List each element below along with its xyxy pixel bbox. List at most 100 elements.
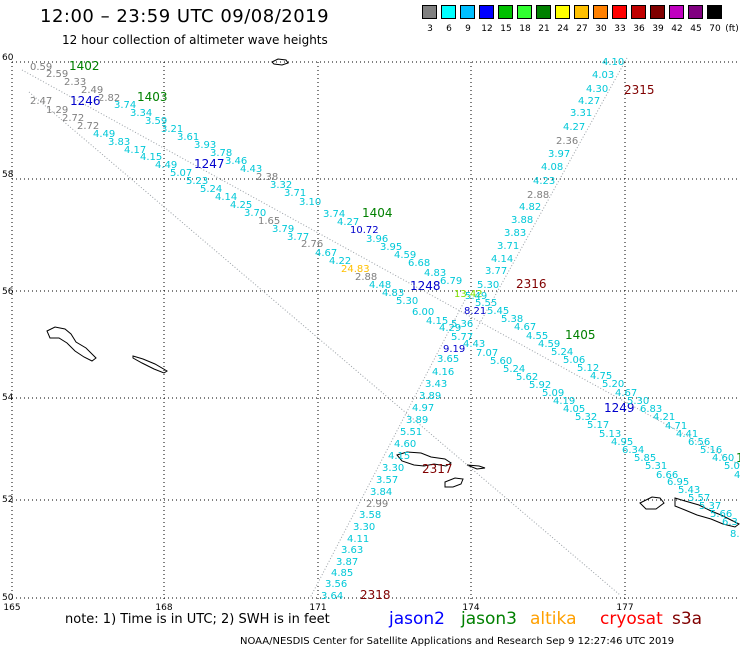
legend-label: 70 [709, 24, 721, 34]
legend-swatch [498, 5, 513, 19]
wave-height-label: 3.79 [272, 224, 294, 235]
wave-height-label: 7.07 [476, 348, 498, 359]
lon-tick-label: 165 [3, 603, 20, 613]
wave-height-label: 3.96 [366, 234, 388, 245]
wave-height-label: 5.30 [477, 280, 499, 291]
wave-height-label: 3.83 [504, 228, 526, 239]
wave-height-label: 6.79 [440, 276, 462, 287]
wave-height-label: 2.88 [527, 190, 549, 201]
wave-height-label: 4.15 [388, 451, 410, 462]
wave-height-label: 2.88 [355, 272, 377, 283]
wave-height-label: 4.67 [615, 388, 637, 399]
wave-height-label: 4.59 [538, 339, 560, 350]
wave-height-label: 4.29 [439, 323, 461, 334]
lat-tick-label: 50 [2, 593, 14, 603]
wave-height-label: 4.83 [382, 288, 404, 299]
legend-label: 21 [538, 24, 550, 34]
legend-label: 15 [500, 24, 512, 34]
wave-height-label: 4.14 [215, 192, 237, 203]
wave-height-label: 4.15 [140, 152, 162, 163]
wave-height-label: 3.83 [108, 137, 130, 148]
legend-swatch [460, 5, 475, 19]
legend-swatch [688, 5, 703, 19]
wave-height-label: 13.42 [454, 289, 483, 300]
wave-height-label: 3.70 [244, 208, 266, 219]
wave-height-label: 3.59 [145, 116, 167, 127]
legend-label: 42 [671, 24, 683, 34]
wave-height-label: 4.15 [426, 316, 448, 327]
footnote: note: 1) Time is in UTC; 2) SWH is in fe… [65, 612, 330, 627]
wave-height-label: 3.71 [497, 241, 519, 252]
wave-height-label: 5.31 [645, 461, 667, 472]
wave-height-label: 1.65 [258, 216, 280, 227]
wave-height-label: 4.83 [424, 268, 446, 279]
pass-time-label: 2317 [422, 462, 453, 476]
wave-height-label: 9.19 [443, 344, 465, 355]
wave-height-label: 5.32 [575, 412, 597, 423]
wave-height-label: 4.10 [602, 57, 624, 68]
legend-label: 12 [481, 24, 493, 34]
pass-time-label: 1247 [194, 157, 225, 171]
lat-tick-label: 56 [2, 287, 14, 297]
legend-label: 3 [427, 24, 433, 34]
wave-height-label: 4.21 [653, 412, 675, 423]
wave-height-label: 4.27 [578, 96, 600, 107]
track-line [309, 299, 466, 599]
legend-swatch [441, 5, 456, 19]
pass-time-label: 1404 [362, 206, 393, 220]
wave-height-label: 5.92 [529, 380, 551, 391]
wave-height-label: 5.20 [602, 379, 624, 390]
lat-tick-label: 58 [2, 170, 14, 180]
wave-height-label: 5.23 [186, 176, 208, 187]
wave-height-label: 4.82 [519, 202, 541, 213]
legend-label: 24 [557, 24, 569, 34]
wave-height-label: 10.72 [350, 225, 379, 236]
wave-height-label: 3.77 [287, 232, 309, 243]
wave-height-label: 3.65 [437, 354, 459, 365]
coastlines [46, 58, 740, 528]
wave-height-label: 4.59 [394, 250, 416, 261]
legend-swatch [669, 5, 684, 19]
legend-swatch [555, 5, 570, 19]
wave-height-label: 4.60 [712, 453, 734, 464]
satellite-name: cryosat [600, 609, 663, 629]
satellite-name: jason3 [461, 609, 517, 629]
wave-height-label: 4.97 [412, 403, 434, 414]
legend-swatch [479, 5, 494, 19]
wave-height-label: 3.56 [325, 579, 347, 590]
lon-tick-label: 177 [616, 603, 633, 613]
lon-tick-label: 171 [309, 603, 326, 613]
wave-height-label: 2.59 [46, 69, 68, 80]
legend-swatch [631, 5, 646, 19]
legend-label: 45 [690, 24, 702, 34]
wave-height-label: 5.24 [200, 184, 222, 195]
wave-height-label: 5.55 [475, 298, 497, 309]
wave-height-label: 4.03 [592, 70, 614, 81]
wave-height-label: 4.41 [676, 429, 698, 440]
legend-swatch [612, 5, 627, 19]
wave-height-label: 4.16 [432, 367, 454, 378]
wave-height-label: 5.77 [451, 332, 473, 343]
map-title: 12:00 – 23:59 UTC 09/08/2019 [40, 6, 330, 27]
axis-labels: 165 168 171 174 177 60 58 56 54 52 50 [2, 53, 634, 613]
wave-height-label: 6.34 [622, 445, 644, 456]
wave-height-label: 3.93 [194, 140, 216, 151]
wave-height-label: 5.45 [487, 306, 509, 317]
island-st-matthew [46, 326, 97, 362]
wave-height-label: 8.21 [464, 306, 486, 317]
wave-height-label: 4.11 [347, 534, 369, 545]
wave-height-label: 4.08 [541, 162, 563, 173]
legend-label: 6 [446, 24, 452, 34]
wave-height-label: 3.89 [406, 415, 428, 426]
wave-height-label: 3.63 [341, 545, 363, 556]
satellite-name: jason2 [389, 609, 445, 629]
island-st-paul [271, 58, 289, 66]
wave-height-label: 3.10 [299, 197, 321, 208]
wave-height-label: 5.12 [577, 363, 599, 374]
legend-swatch [517, 5, 532, 19]
lat-tick-label: 52 [2, 495, 13, 505]
wave-height-label: 3.89 [419, 391, 441, 402]
wave-height-label: 5.62 [516, 372, 538, 383]
wave-height-label: 2.82 [98, 93, 120, 104]
